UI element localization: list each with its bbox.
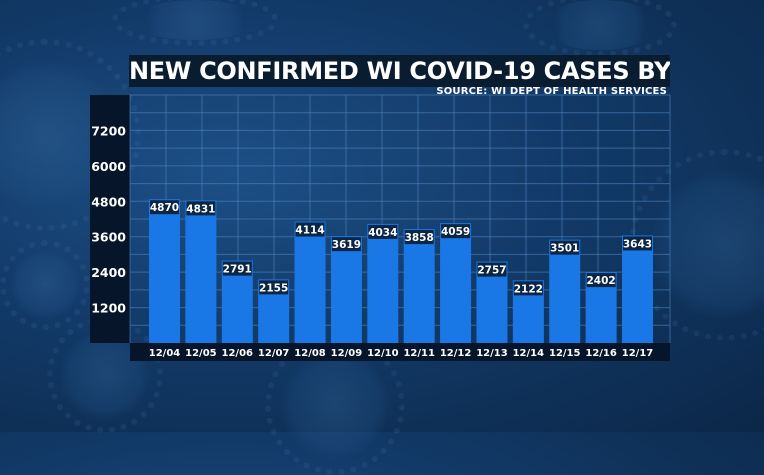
data-label-box: [513, 281, 543, 296]
bar-layer: 4870 4831 2791 2155 4114 3619 4034 3858 4059 2757…: [149, 199, 653, 343]
data-label: 3501: [550, 243, 579, 255]
data-label-box: [222, 261, 252, 276]
x-tick-label: 12/09: [331, 348, 363, 359]
data-label: 2122: [514, 283, 543, 295]
x-tick-label: 12/12: [440, 348, 472, 359]
data-label: 2791: [223, 264, 252, 276]
data-label-box: [441, 224, 471, 239]
virus-background-decoration: [0, 240, 90, 330]
data-label-box: [259, 280, 289, 295]
y-tick-label: 1200: [91, 301, 126, 316]
bar: [440, 223, 472, 343]
x-tick-label: 12/11: [403, 348, 435, 359]
data-label: 2402: [586, 275, 615, 287]
bar: [149, 199, 180, 343]
x-tick-label: 12/17: [622, 348, 654, 359]
y-tick-label: 7200: [91, 123, 126, 138]
data-label: 4870: [150, 202, 179, 214]
data-label-box: [404, 230, 434, 245]
data-label-box: [295, 222, 325, 237]
x-tick-label: 12/04: [149, 348, 181, 359]
virus-background-decoration: [523, 0, 677, 57]
bar: [622, 235, 653, 343]
data-label-box: [186, 201, 216, 216]
x-tick-label: 12/13: [476, 348, 508, 359]
data-label: 3643: [623, 238, 652, 250]
data-label-box: [150, 200, 179, 215]
x-tick-label: 12/16: [585, 348, 617, 359]
x-tick-label: 12/14: [513, 348, 545, 359]
data-label-box: [331, 237, 361, 252]
bar: [294, 221, 326, 343]
bar: [330, 236, 362, 343]
data-label: 3858: [405, 232, 434, 244]
bar: [185, 200, 217, 343]
y-tick-label: 6000: [91, 159, 126, 174]
x-tick-label: 12/15: [549, 348, 581, 359]
chart-title: NEW CONFIRMED WI COVID-19 CASES BY DATE: [129, 55, 670, 87]
data-label: 3619: [332, 239, 361, 251]
data-label: 4831: [186, 203, 215, 215]
virus-background-decoration: [111, 0, 279, 46]
y-tick-label: 2400: [91, 265, 126, 280]
data-label: 4059: [441, 226, 470, 238]
data-label-box: [623, 236, 652, 251]
data-label: 2155: [259, 282, 288, 294]
data-label: 4114: [295, 225, 324, 237]
x-tick-label: 12/07: [258, 348, 290, 359]
data-label: 4034: [368, 227, 397, 239]
x-tick-label: 12/05: [185, 348, 217, 359]
bar-chart: 4870 4831 2791 2155 4114 3619 4034 3858 4059 2757…: [90, 94, 671, 361]
x-axis-panel: [130, 343, 670, 361]
y-tick-label: 3600: [91, 230, 126, 245]
chart-source: SOURCE: WI DEPT OF HEALTH SERVICES: [436, 86, 667, 97]
data-label-box: [368, 224, 398, 239]
y-tick-label: 4800: [91, 194, 126, 209]
virus-background-decoration: [47, 317, 163, 433]
data-label-box: [550, 240, 580, 255]
data-label: 2757: [477, 265, 506, 277]
x-tick-label: 12/08: [294, 348, 326, 359]
data-label-box: [477, 262, 507, 277]
x-axis-ticks: 12/04 12/05 12/06 12/07 12/08 12/09 12/10 12/11…: [149, 348, 654, 359]
x-tick-label: 12/10: [367, 348, 399, 359]
x-tick-label: 12/06: [222, 348, 254, 359]
bar: [403, 229, 435, 343]
y-axis-panel: [90, 95, 130, 343]
bar: [549, 239, 581, 343]
y-axis-ticks: 1200 2400 3600 4800 6000 7200: [91, 123, 126, 315]
bar: [367, 223, 399, 343]
data-label-box: [586, 273, 616, 288]
